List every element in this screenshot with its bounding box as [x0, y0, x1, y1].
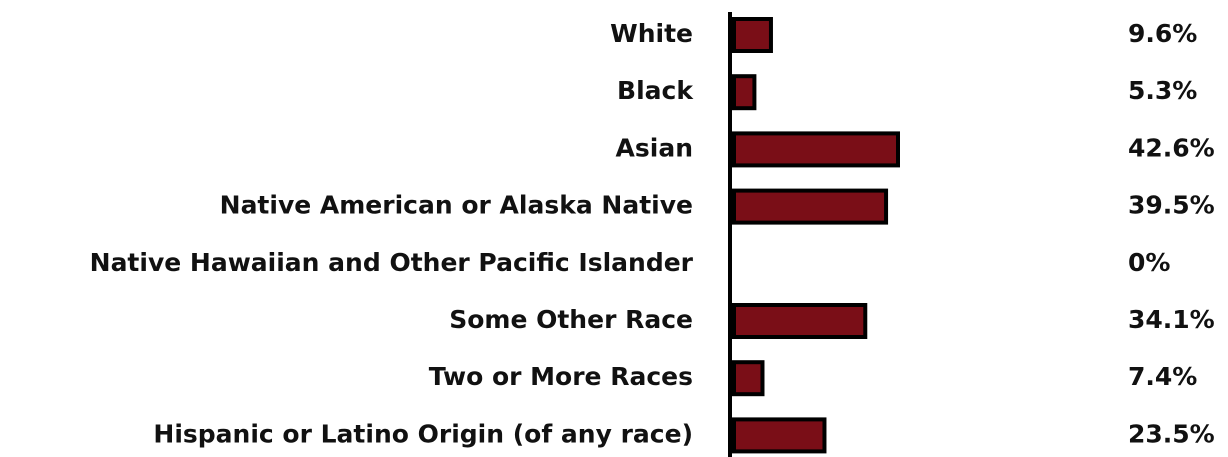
- bar: [732, 74, 757, 111]
- category-label: Asian: [616, 133, 693, 162]
- category-label: Black: [617, 76, 694, 105]
- category-label: White: [610, 19, 693, 48]
- bar: [732, 360, 765, 397]
- category-label: Hispanic or Latino Origin (of any race): [153, 419, 693, 448]
- value-label: 5.3%: [1128, 76, 1197, 105]
- value-label: 39.5%: [1128, 191, 1215, 220]
- value-label: 7.4%: [1128, 362, 1197, 391]
- bar: [732, 417, 827, 454]
- bar: [732, 17, 773, 53]
- value-label: 42.6%: [1128, 133, 1215, 162]
- bar: [732, 303, 868, 339]
- category-label: Some Other Race: [449, 305, 693, 334]
- value-label: 9.6%: [1128, 19, 1197, 48]
- bar: [732, 188, 889, 225]
- value-label: 0%: [1128, 248, 1170, 277]
- bar: [732, 131, 900, 168]
- category-label: Two or More Races: [429, 362, 693, 391]
- category-label: Native Hawaiian and Other Pacific Island…: [90, 248, 694, 277]
- category-label: Native American or Alaska Native: [220, 191, 693, 220]
- value-label: 23.5%: [1128, 419, 1215, 448]
- value-label: 34.1%: [1128, 305, 1215, 334]
